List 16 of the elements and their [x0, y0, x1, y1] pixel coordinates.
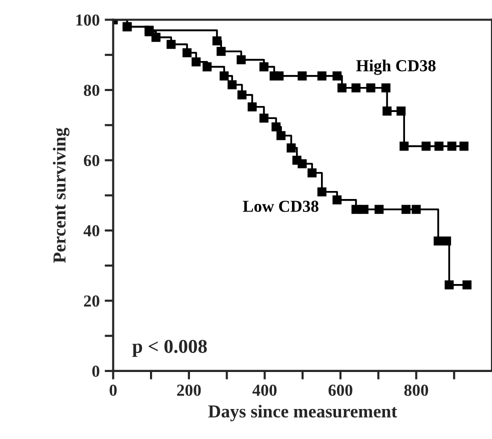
series-label: High CD38: [356, 60, 436, 75]
x-axis-title: Days since measurement: [208, 404, 398, 422]
x-tick-label: 0: [110, 384, 117, 396]
y-axis-title: Percent surviving: [52, 128, 70, 263]
annotation: p < 0.008: [132, 340, 207, 357]
y-tick-label: 40: [84, 225, 100, 236]
x-tick-label: 600: [328, 384, 352, 396]
y-tick-label: 60: [84, 154, 100, 166]
x-tick-label: 200: [177, 384, 201, 396]
y-tick-label: 100: [76, 14, 100, 26]
x-tick-label: 800: [404, 384, 428, 396]
y-tick-label: 20: [84, 295, 100, 307]
y-tick-label: 0: [92, 366, 100, 377]
x-tick-label: 400: [252, 384, 277, 396]
series-label: Low CD38: [242, 200, 318, 212]
y-tick-label: 80: [84, 84, 100, 96]
